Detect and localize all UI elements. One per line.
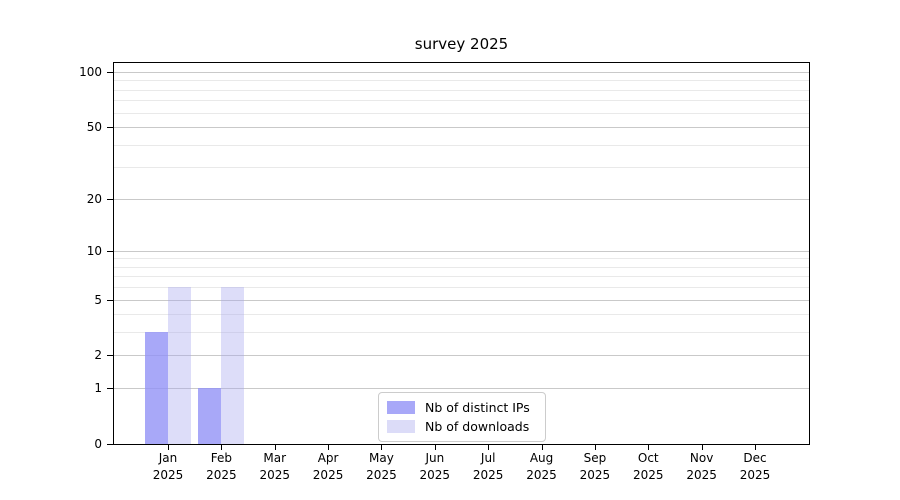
gridline-minor [114,144,809,146]
legend-swatch-downloads [387,420,415,433]
gridline-major [114,355,809,357]
gridline-major [114,127,809,129]
y-tick-label: 10 [86,243,102,258]
y-tick-mark [107,355,113,357]
x-tick-mark [434,445,436,450]
x-tick-mark [221,445,223,450]
gridline-major [114,72,809,74]
x-tick-mark [168,445,169,450]
legend-label-distinct-ips: Nb of distinct IPs [425,400,530,415]
x-tick-month: Aug [529,451,554,465]
y-tick-mark [107,250,113,252]
x-tick-label: Oct 2025 [616,450,680,483]
x-tick-year: 2025 [472,467,504,482]
x-tick-mark [755,445,756,450]
gridline-minor [114,112,809,114]
legend-item-downloads: Nb of downloads [387,417,537,436]
gridline-major [114,250,809,252]
y-tick-mark [107,299,113,301]
bar-distinct-ips-jan [145,332,168,444]
x-tick-year: 2025 [686,467,717,482]
bar-downloads-jan [168,287,191,444]
x-tick-month: Jun [425,451,445,465]
x-tick-month: Apr [317,451,339,465]
x-tick-label: Dec 2025 [723,450,787,483]
x-tick-month: May [369,451,394,465]
y-tick-label: 100 [79,65,102,80]
x-tick-label: Feb 2025 [189,450,253,483]
gridline-major [114,198,809,200]
gridline-minor [114,287,809,289]
gridline-minor [114,80,809,82]
plot-area: Nb of distinct IPs Nb of downloads [113,62,810,445]
chart-title: survey 2025 [414,35,509,53]
x-tick-mark [541,445,543,450]
y-tick-mark [107,127,113,129]
x-tick-year: 2025 [259,467,290,482]
bar-downloads-feb [221,287,245,444]
x-tick-month: Jan [158,451,178,465]
x-tick-year: 2025 [739,467,771,482]
y-tick-mark [107,72,113,74]
y-tick-label: 20 [86,191,102,206]
x-tick-year: 2025 [152,467,184,482]
y-tick-label: 2 [94,348,102,363]
x-tick-mark [488,445,490,450]
gridline-major [114,388,809,390]
x-tick-mark [274,445,276,450]
x-tick-label: Nov 2025 [670,450,734,483]
x-tick-month: Mar [263,451,287,465]
gridline-minor [114,258,809,260]
bar-distinct-ips-feb [198,388,222,444]
y-tick-mark [107,198,113,200]
x-tick-month: Sep [583,451,607,465]
legend-item-distinct-ips: Nb of distinct IPs [387,398,537,417]
x-tick-label: May 2025 [349,450,413,483]
y-tick-label: 5 [94,292,102,307]
legend-label-downloads: Nb of downloads [425,419,530,434]
x-tick-label: Jun 2025 [403,450,467,483]
x-tick-year: 2025 [312,467,344,482]
x-tick-year: 2025 [632,467,664,482]
gridline-major [114,299,809,301]
x-tick-mark [648,445,650,450]
x-tick-mark [701,445,703,450]
legend-swatch-distinct-ips [387,401,415,414]
x-tick-month: Feb [210,451,232,465]
legend: Nb of distinct IPs Nb of downloads [378,392,546,442]
y-tick-label: 0 [94,437,102,451]
y-tick-label: 50 [86,120,102,135]
x-tick-month: Dec [743,451,767,465]
x-tick-month: Nov [689,451,714,465]
gridline-minor [114,100,809,102]
x-tick-label: Mar 2025 [243,450,307,483]
x-tick-mark [381,445,383,450]
x-tick-label: Jul 2025 [456,450,520,483]
y-tick-mark [107,388,113,390]
x-tick-label: Jan 2025 [136,450,200,483]
x-tick-mark [594,445,596,450]
gridline-minor [114,167,809,169]
gridline-minor [114,89,809,91]
x-tick-month: Oct [637,451,659,465]
y-tick-mark [107,444,113,445]
gridline-minor [114,332,809,334]
x-tick-label: Apr 2025 [296,450,360,483]
x-tick-year: 2025 [366,467,397,482]
x-tick-year: 2025 [419,467,451,482]
x-tick-month: Jul [480,451,496,465]
x-tick-mark [328,445,330,450]
x-tick-year: 2025 [526,467,557,482]
x-tick-label: Sep 2025 [563,450,627,483]
gridline-minor [114,266,809,268]
gridline-minor [114,276,809,278]
y-tick-label: 1 [94,381,102,396]
gridline-minor [114,314,809,316]
x-tick-year: 2025 [579,467,611,482]
x-tick-year: 2025 [206,467,237,482]
x-tick-label: Aug 2025 [510,450,574,483]
